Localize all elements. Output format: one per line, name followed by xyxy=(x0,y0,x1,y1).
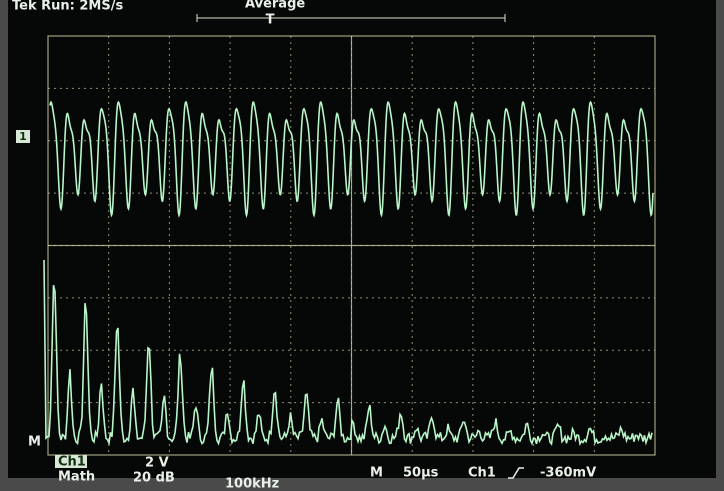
timebase-label: M xyxy=(370,466,383,481)
acquire-mode: Average xyxy=(245,0,305,12)
status: Tek Run: 2MS/s xyxy=(12,0,123,14)
timebase: 50µs xyxy=(403,466,439,481)
ch1-scale: 2 V xyxy=(145,456,169,471)
ch1-marker: 1 xyxy=(19,130,27,143)
math-marker: M xyxy=(28,435,41,450)
oscilloscope-photo: Tek Run: 2MS/s Average T 1 M Ch1 2 V Mat… xyxy=(0,0,724,491)
ch1-label: Ch1 xyxy=(58,455,86,470)
trigger-level: -360mV xyxy=(540,466,596,481)
trigger-source: Ch1 xyxy=(468,466,496,481)
math-label: Math xyxy=(58,470,95,485)
math-scale: 20 dB xyxy=(133,471,175,486)
math-span: 100kHz xyxy=(225,477,279,491)
trigger-marker: T xyxy=(266,13,275,28)
